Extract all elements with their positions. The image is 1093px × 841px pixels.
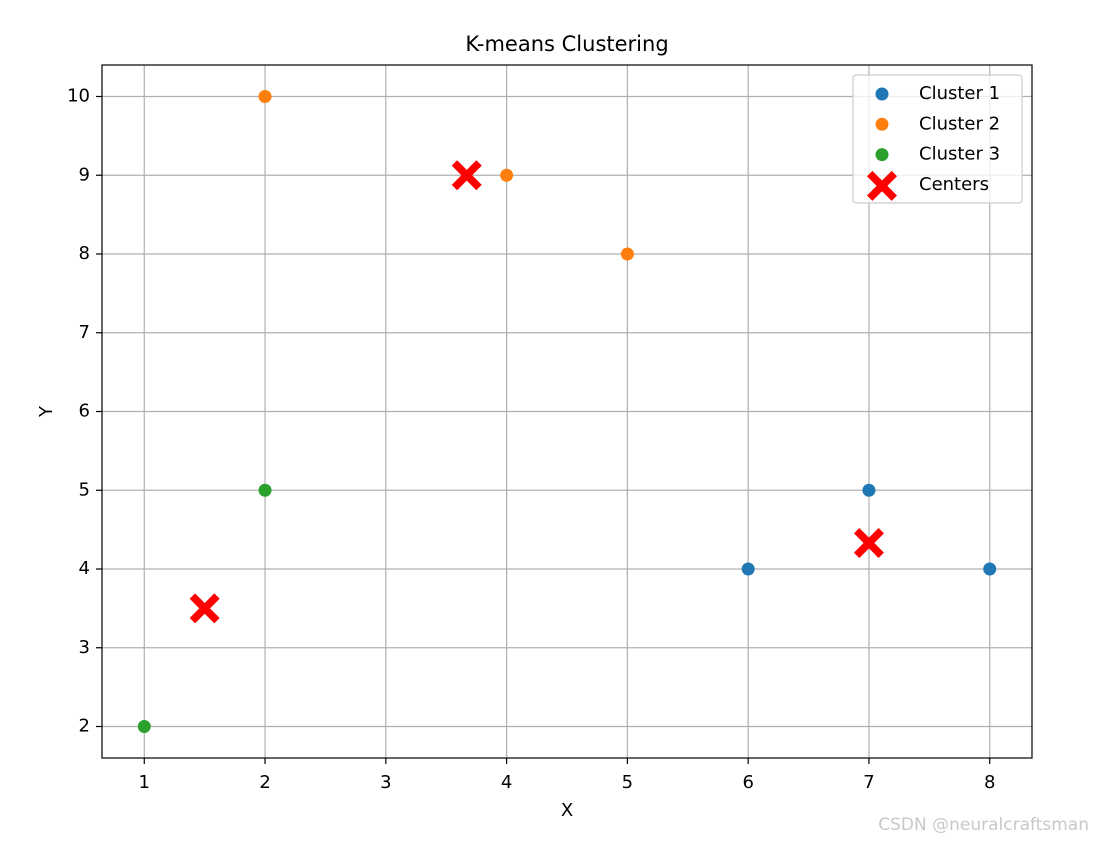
cluster-2-point bbox=[620, 247, 634, 261]
y-tick-label: 8 bbox=[79, 243, 90, 264]
x-tick-label: 6 bbox=[742, 772, 753, 793]
legend-marker-cluster-2 bbox=[875, 117, 889, 131]
x-tick-label: 7 bbox=[863, 772, 874, 793]
centers-marker bbox=[451, 160, 482, 191]
y-tick-label: 10 bbox=[67, 86, 90, 107]
x-tick-label: 5 bbox=[622, 772, 633, 793]
y-tick-label: 5 bbox=[79, 479, 90, 500]
cluster-3-point bbox=[258, 483, 272, 497]
axes-frame bbox=[101, 64, 1033, 759]
cluster-1-point bbox=[983, 562, 997, 576]
cluster-2-point bbox=[500, 168, 514, 182]
x-tick-label: 3 bbox=[380, 772, 391, 793]
cluster-2-point bbox=[258, 90, 272, 103]
centers-marker bbox=[189, 593, 220, 624]
x-tick-label: 4 bbox=[501, 772, 512, 793]
axis-ticks: 1 2 3 4 5 6 7 8 2 3 4 5 6 7 8 9 10 bbox=[67, 86, 995, 794]
y-tick-label: 2 bbox=[79, 716, 90, 737]
x-tick-label: 8 bbox=[984, 772, 995, 793]
x-axis-label: X bbox=[561, 800, 573, 821]
y-tick-label: 3 bbox=[79, 637, 90, 658]
cluster-3-point bbox=[137, 720, 151, 733]
legend-label-cluster-1: Cluster 1 bbox=[919, 83, 1000, 104]
data-points bbox=[137, 90, 997, 733]
y-tick-label: 7 bbox=[79, 322, 90, 343]
grid-lines bbox=[102, 65, 1032, 758]
legend: Cluster 1 Cluster 2 Cluster 3 Centers bbox=[852, 74, 1023, 204]
watermark: CSDN @neuralcraftsman bbox=[878, 815, 1089, 835]
cluster-1-point bbox=[862, 483, 876, 497]
legend-label-centers: Centers bbox=[919, 174, 989, 195]
legend-label-cluster-2: Cluster 2 bbox=[919, 113, 1000, 134]
legend-marker-cluster-1 bbox=[875, 87, 889, 101]
legend-label-cluster-3: Cluster 3 bbox=[919, 144, 1000, 165]
legend-box bbox=[852, 74, 1023, 204]
y-tick-label: 4 bbox=[79, 558, 90, 579]
legend-marker-centers bbox=[867, 170, 897, 201]
y-tick-label: 6 bbox=[79, 401, 90, 422]
y-tick-label: 9 bbox=[79, 164, 90, 185]
chart-title: K-means Clustering bbox=[465, 32, 668, 56]
cluster-1-point bbox=[741, 562, 755, 576]
centers-marker bbox=[853, 528, 884, 559]
y-axis-label: Y bbox=[36, 405, 57, 418]
x-tick-label: 1 bbox=[139, 772, 150, 793]
legend-marker-cluster-3 bbox=[875, 148, 889, 162]
x-tick-label: 2 bbox=[259, 772, 270, 793]
